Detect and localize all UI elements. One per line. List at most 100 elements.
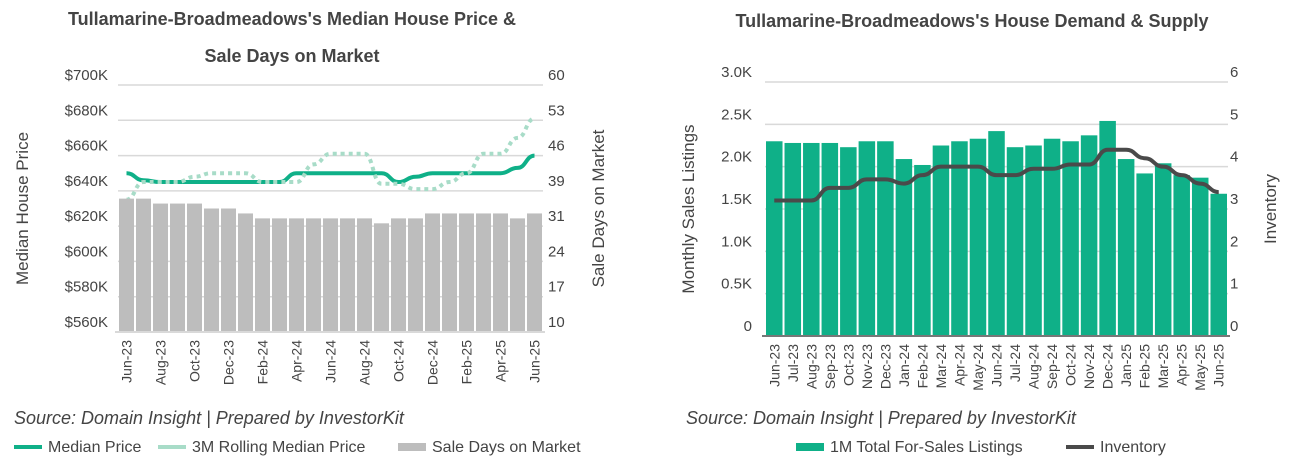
x-tick-label: Jul-24 (1007, 344, 1023, 382)
legend-label: Inventory (1100, 439, 1166, 456)
bar (204, 208, 219, 332)
bar (1136, 173, 1153, 336)
x-tick-label: Jun-23 (119, 340, 135, 383)
x-tick-label: Nov-24 (1081, 344, 1097, 389)
y-tick-label: 0 (744, 318, 752, 335)
bar (877, 141, 894, 336)
bar (340, 218, 355, 332)
x-tick-label: Dec-24 (425, 340, 441, 385)
x-tick-label: Oct-24 (391, 340, 407, 382)
bar (408, 218, 423, 332)
x-tick-label: Apr-25 (493, 340, 509, 382)
bar (1210, 193, 1227, 336)
bar (1043, 138, 1061, 336)
x-tick-label: Jun-24 (323, 340, 339, 383)
y-tick-label: $580K (65, 279, 108, 296)
x-tick-label: Jun-25 (527, 340, 543, 383)
y-tick-label: $640K (65, 173, 108, 190)
bar (425, 213, 440, 332)
y2-tick-label: 1 (1230, 276, 1238, 293)
bar (238, 213, 253, 332)
x-tick-label: Aug-23 (803, 344, 819, 389)
x-tick-label: Jan-25 (1118, 344, 1134, 387)
series-line (774, 147, 1219, 203)
bar (221, 208, 236, 332)
bar (1117, 159, 1135, 336)
bar (803, 142, 820, 336)
bar (391, 218, 406, 332)
y2-tick-label: 24 (548, 243, 565, 260)
x-tick-label: Jun-25 (1211, 344, 1227, 387)
bar (323, 218, 338, 332)
y2-tick-label: 53 (548, 102, 565, 119)
x-tick-label: May-24 (970, 344, 986, 391)
bar (784, 142, 802, 336)
chart-title: Sale Days on Market (204, 46, 379, 66)
x-tick-label: Dec-23 (221, 340, 237, 385)
y2-tick-label: 5 (1230, 106, 1238, 123)
source-note: Source: Domain Insight | Prepared by Inv… (686, 408, 1077, 428)
bar (136, 198, 151, 332)
bar (766, 141, 783, 336)
bar (1006, 147, 1024, 336)
bar (1080, 135, 1098, 336)
chart-title: Tullamarine-Broadmeadows's House Demand … (735, 11, 1208, 31)
bar (493, 213, 508, 332)
x-tick-label: Sep-24 (1044, 344, 1060, 389)
x-tick-label: Feb-25 (459, 340, 475, 385)
y-tick-label: 3.0K (721, 64, 752, 81)
y2-tick-label: 2 (1230, 233, 1238, 250)
x-tick-label: Aug-23 (153, 340, 169, 385)
y-tick-label: $620K (65, 208, 108, 225)
x-tick-label: Feb-24 (255, 340, 271, 385)
bar (289, 218, 304, 332)
bar (840, 147, 857, 336)
bar (988, 131, 1005, 336)
legend-label: 1M Total For-Sales Listings (830, 439, 1023, 456)
y-tick-label: $700K (65, 67, 108, 84)
x-tick-label: Jun-24 (989, 344, 1005, 387)
x-tick-label: Apr-24 (289, 340, 305, 382)
bar (1191, 177, 1209, 336)
bar (306, 218, 321, 332)
y-tick-label: 1.5K (721, 191, 752, 208)
y2-tick-label: 46 (548, 138, 565, 155)
y2-tick-label: 31 (548, 208, 565, 225)
bar (821, 142, 839, 336)
y2-axis-label: Sale Days on Market (589, 129, 608, 287)
x-tick-label: Aug-24 (1026, 344, 1042, 389)
y-tick-label: 0.5K (721, 276, 752, 293)
x-tick-label: Apr-25 (1174, 344, 1190, 386)
x-tick-label: Jun-23 (766, 344, 782, 387)
y2-tick-label: 39 (548, 173, 565, 190)
bar (1173, 175, 1190, 336)
y2-axis-label: Inventory (1261, 174, 1280, 244)
x-tick-label: Feb-24 (914, 344, 930, 389)
bar (272, 218, 287, 332)
y2-tick-label: 6 (1230, 64, 1238, 81)
y-axis-label: Median House Price (13, 132, 32, 285)
x-tick-label: Oct-23 (187, 340, 203, 382)
bar (1154, 163, 1172, 336)
y-tick-label: $560K (65, 314, 108, 331)
bar (914, 164, 931, 336)
y-tick-label: 2.5K (721, 106, 752, 123)
y-axis-label: Monthly Sales Listings (679, 124, 698, 293)
source-note: Source: Domain Insight | Prepared by Inv… (14, 408, 405, 428)
x-tick-label: Mar-24 (933, 344, 949, 389)
bar (476, 213, 491, 332)
bar (527, 213, 542, 332)
legend-label: Median Price (48, 439, 141, 456)
y-tick-label: $600K (65, 243, 108, 260)
bar (153, 203, 168, 332)
bar (858, 141, 876, 336)
rolling-median-line (126, 116, 536, 202)
bar (951, 141, 968, 336)
bar (969, 138, 987, 336)
legend-label: 3M Rolling Median Price (192, 439, 366, 456)
y-tick-label: $660K (65, 138, 108, 155)
bar (357, 218, 372, 332)
bar (1062, 141, 1079, 336)
